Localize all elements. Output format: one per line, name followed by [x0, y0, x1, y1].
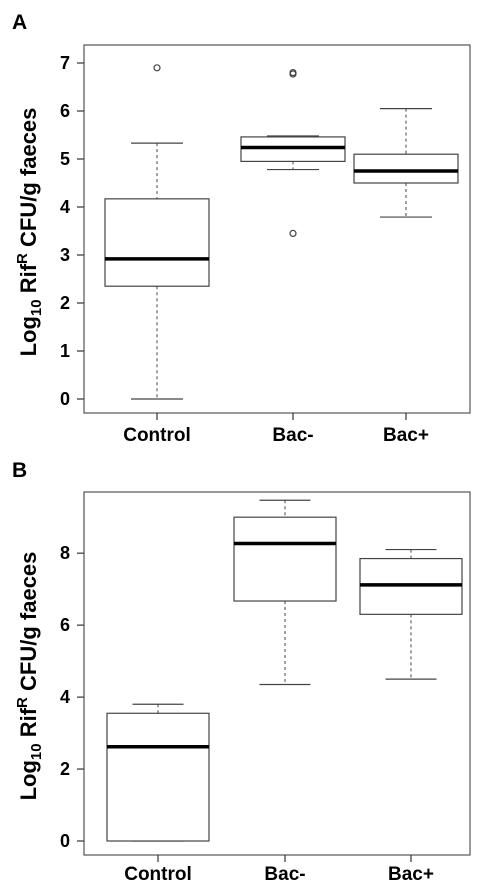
box-bac- [359, 548, 463, 680]
x-category-label: Bac+ [388, 864, 434, 885]
outlier-point [289, 68, 297, 77]
y-tick-label: 3 [60, 245, 70, 265]
y-tick-label: 6 [60, 615, 70, 635]
y-axis-title-part: R [14, 253, 31, 264]
y-axis-title-part: R [14, 697, 31, 708]
iqr-box [233, 516, 337, 602]
y-tick-label: 2 [60, 759, 70, 779]
plot-frame [83, 44, 471, 414]
iqr-box [106, 712, 210, 842]
box-bac- [233, 499, 337, 686]
y-tick-label: 6 [60, 101, 70, 121]
y-tick-label: 2 [60, 293, 70, 313]
iqr-box [353, 153, 459, 184]
y-tick-label: 5 [60, 149, 70, 169]
y-tick-label: 0 [60, 831, 70, 851]
y-axis-title-part: Rif [16, 263, 41, 299]
y-axis-title: Log10 RifR CFU/g faeces [14, 552, 45, 801]
y-axis-title-part: CFU/g faeces [16, 552, 41, 698]
y-tick-label: 4 [60, 197, 70, 217]
plot-frame [83, 491, 471, 856]
y-tick-label: 7 [60, 53, 70, 73]
y-axis-title-part: Log [16, 760, 41, 800]
y-axis-title-part: Log [16, 316, 41, 356]
x-category-label: Bac- [272, 425, 313, 446]
y-tick-label: 1 [60, 341, 70, 361]
x-category-label: Control [123, 425, 191, 446]
panel-letter: A [12, 11, 27, 34]
iqr-box [104, 198, 210, 287]
box-bac- [353, 107, 459, 218]
outlier-point [153, 64, 161, 72]
x-category-label: Bac+ [383, 425, 429, 446]
box-control [104, 64, 210, 400]
y-axis-title-part: 10 [28, 299, 45, 316]
y-tick-label: 8 [60, 543, 70, 563]
chart-panel-a: A 0 1 2 3 4 5 6 7 Log10 RifR CFU/g faeces Control B… [12, 11, 471, 446]
y-axis-title-part: CFU/g faeces [16, 108, 41, 254]
x-category-label: Bac- [264, 864, 305, 885]
y-axis-title-part: 10 [28, 743, 45, 760]
y-axis-title: Log10 RifR CFU/g faeces [14, 108, 45, 357]
box-bac- [240, 68, 346, 237]
y-axis-title-part: Rif [16, 707, 41, 743]
box-control [106, 703, 210, 842]
y-tick-label: 0 [60, 389, 70, 409]
x-category-label: Control [124, 864, 192, 885]
outlier-point [289, 229, 297, 237]
chart-panel-b: B 0 2 4 6 8 Log10 RifR CFU/g faeces Control Bac-… [12, 459, 471, 885]
y-tick-label: 4 [60, 687, 70, 707]
panel-letter: B [12, 459, 27, 482]
